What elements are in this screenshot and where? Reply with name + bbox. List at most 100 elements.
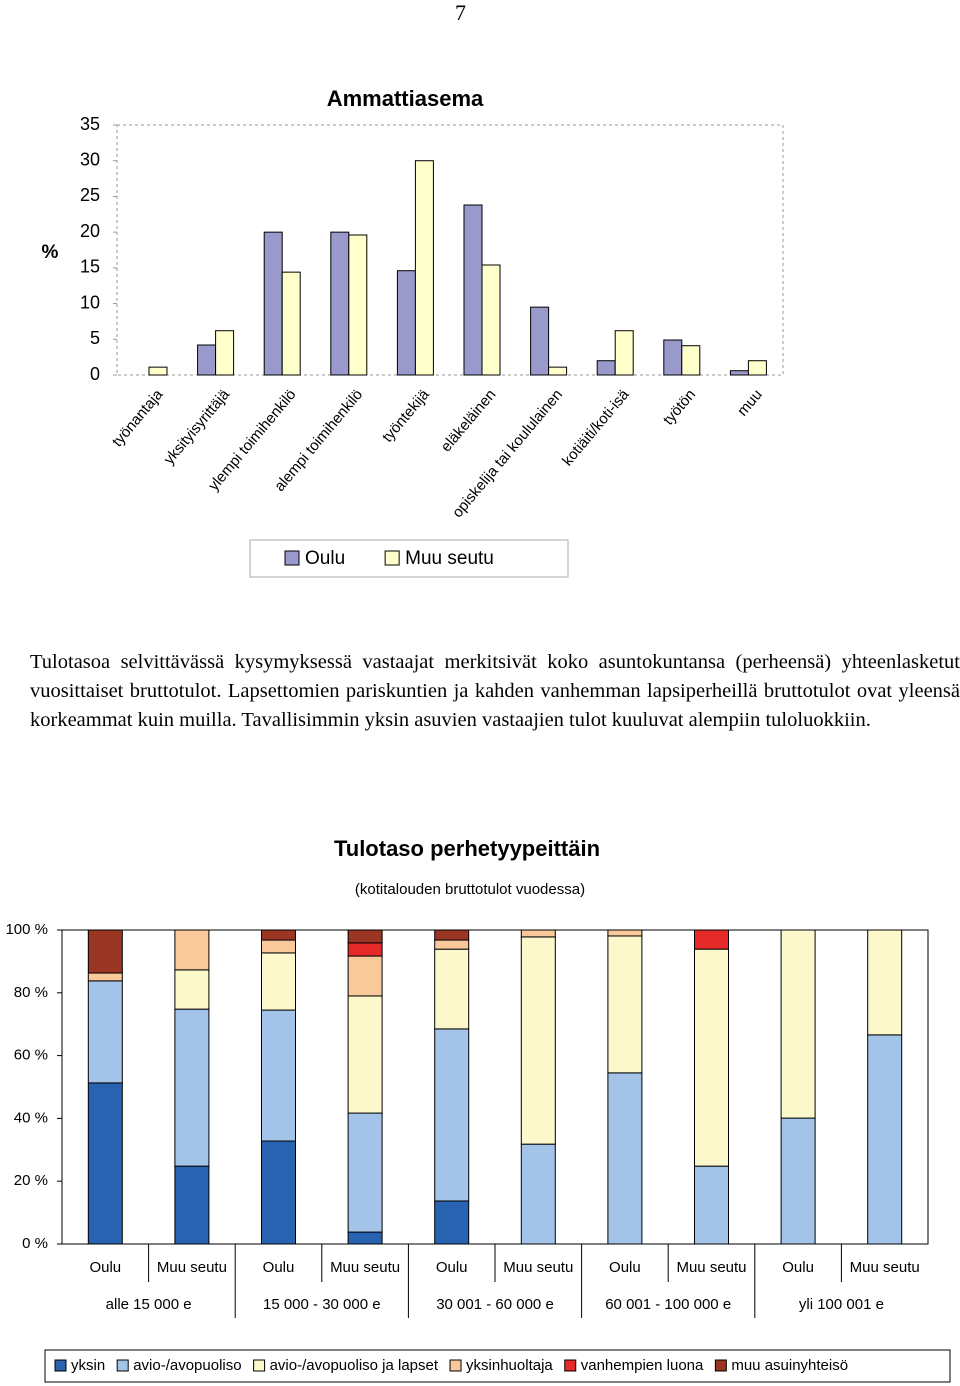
bar-segment	[434, 1200, 470, 1245]
chart-title: Ammattiasema	[327, 86, 484, 111]
page-number: 7	[455, 0, 466, 25]
bar-segment	[347, 1231, 383, 1245]
bar-segment	[434, 1028, 470, 1202]
x-tick-label: eläkeläinen	[438, 386, 500, 455]
y-tick-label: 25	[80, 185, 100, 205]
legend-label: muu asuinyhteisö	[731, 1357, 848, 1374]
legend-label: avio-/avopuoliso	[133, 1357, 241, 1374]
legend-label: avio-/avopuoliso ja lapset	[270, 1357, 439, 1374]
y-tick-label: 20 %	[14, 1172, 48, 1189]
bar	[548, 366, 568, 376]
x-tick-label: yksityisyrittäjä	[161, 386, 234, 468]
bar-segment	[607, 935, 643, 1074]
bar-segment	[520, 929, 556, 938]
chart-title: Tulotaso perhetyypeittäin	[334, 836, 600, 861]
legend-swatch	[116, 1359, 129, 1372]
x-tick-label: työntekijä	[379, 386, 433, 446]
bar-segment	[261, 929, 296, 941]
bar-segment	[347, 942, 383, 957]
bar-segment	[347, 1112, 383, 1233]
legend-swatch	[284, 550, 300, 566]
legend-label: Oulu	[305, 548, 345, 569]
bar-segment	[520, 1143, 556, 1245]
bar	[747, 360, 767, 376]
paragraph: Tulotasoa selvittävässä kysymyksessä vas…	[30, 651, 960, 731]
x-tick-label: Oulu	[89, 1259, 121, 1276]
bar-segment	[87, 972, 123, 982]
group-label: 60 001 - 100 000 e	[605, 1296, 731, 1313]
x-tick-label: Oulu	[609, 1259, 641, 1276]
bar-segment	[174, 929, 210, 971]
x-tick-label: Muu seutu	[850, 1259, 920, 1276]
bar-segment	[261, 952, 296, 1011]
bar-segment	[520, 936, 556, 1145]
bar	[530, 306, 550, 376]
x-tick-label: Oulu	[436, 1259, 468, 1276]
bar	[396, 270, 416, 376]
x-tick-label: työnantaja	[109, 386, 167, 450]
bar-segment	[347, 929, 383, 944]
bar-segment	[607, 929, 643, 937]
bar-segment	[261, 1009, 296, 1142]
bar-segment	[434, 929, 470, 941]
y-tick-label: 15	[80, 257, 100, 277]
bar	[148, 366, 168, 376]
bar-segment	[261, 1140, 296, 1245]
x-tick-label: Muu seutu	[503, 1259, 573, 1276]
x-tick-label: Muu seutu	[330, 1259, 400, 1276]
legend-box	[44, 1349, 951, 1383]
legend-swatch	[54, 1359, 67, 1372]
x-tick-label: kotiäiti/koti-isä	[559, 386, 633, 470]
group-label: 15 000 - 30 000 e	[263, 1296, 381, 1313]
legend-label: vanhempien luona	[581, 1357, 704, 1374]
y-tick-label: 10	[80, 292, 100, 312]
bar	[481, 264, 501, 376]
bar-segment	[694, 948, 729, 1167]
bar-segment	[694, 1165, 729, 1245]
bar-segment	[87, 980, 123, 1084]
bar-segment	[780, 929, 816, 1119]
legend-label: Muu seutu	[405, 548, 494, 569]
group-label: alle 15 000 e	[106, 1296, 192, 1313]
plot-frame	[116, 124, 784, 376]
bar-segment	[174, 969, 210, 1010]
y-tick-label: 5	[90, 328, 100, 348]
chart-subtitle: (kotitalouden bruttotulot vuodessa)	[355, 881, 585, 898]
bar-segment	[867, 1034, 903, 1245]
bar	[729, 370, 749, 376]
x-tick-label: Muu seutu	[676, 1259, 746, 1276]
y-tick-label: 20	[80, 221, 100, 241]
bar-segment	[174, 1008, 210, 1167]
y-tick-label: 60 %	[14, 1047, 48, 1064]
legend-swatch	[253, 1359, 266, 1372]
bar	[614, 330, 634, 376]
bar	[663, 339, 683, 376]
bar-segment	[780, 1117, 816, 1245]
bar	[215, 330, 235, 376]
x-tick-label: Oulu	[782, 1259, 814, 1276]
y-tick-label: 0	[90, 364, 100, 384]
y-tick-label: 100 %	[5, 921, 48, 938]
legend-swatch	[384, 550, 400, 566]
y-axis-label: %	[42, 242, 59, 263]
legend-box	[249, 539, 569, 578]
bar	[263, 231, 283, 376]
bar-segment	[261, 939, 296, 954]
bar-segment	[174, 1165, 210, 1245]
group-label: 30 001 - 60 000 e	[436, 1296, 554, 1313]
y-tick-label: 30	[80, 149, 100, 169]
bar-segment	[87, 1082, 123, 1245]
x-tick-label: työtön	[660, 386, 699, 428]
legend-swatch	[714, 1359, 727, 1372]
bar-segment	[434, 948, 470, 1030]
bar	[681, 345, 701, 376]
legend-swatch	[449, 1359, 462, 1372]
bar-segment	[87, 929, 123, 974]
group-label: yli 100 001 e	[799, 1296, 884, 1313]
legend-label: yksin	[71, 1357, 105, 1374]
bar	[596, 360, 616, 376]
bar	[414, 160, 434, 376]
bar-segment	[347, 955, 383, 997]
x-tick-label: muu	[734, 386, 766, 419]
